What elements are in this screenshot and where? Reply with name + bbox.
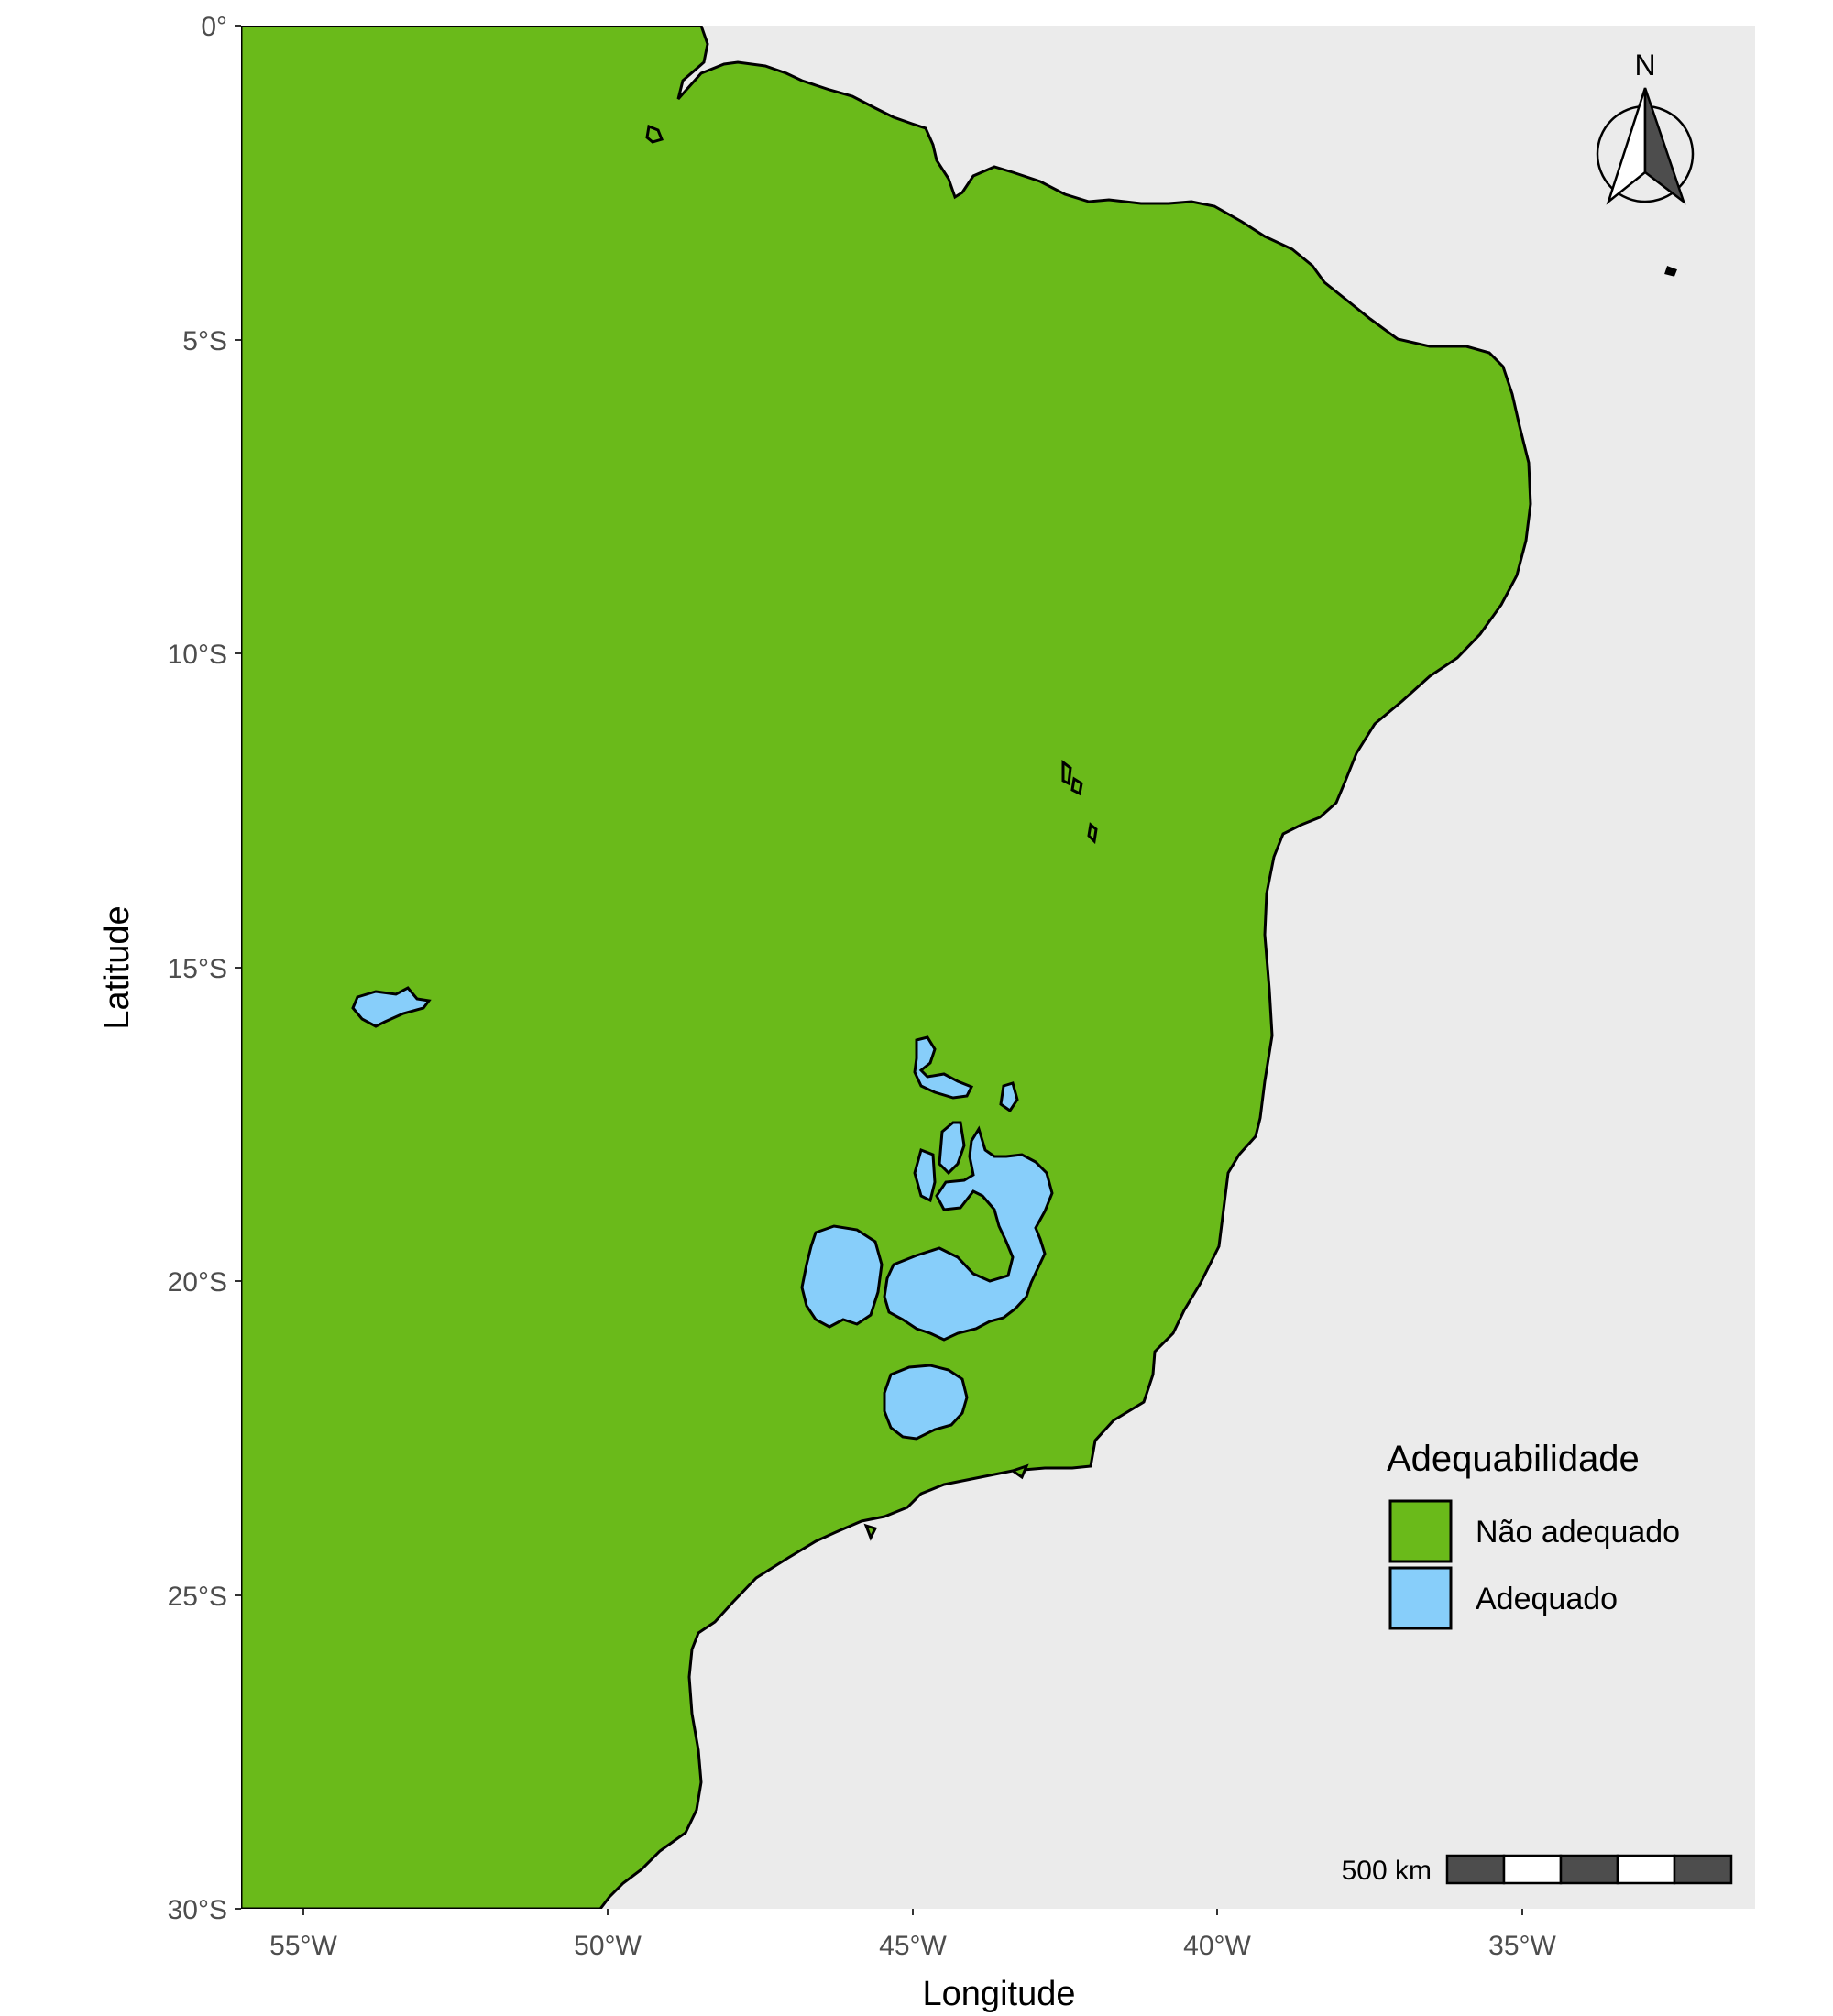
y-tick-label: 30°S: [168, 1895, 227, 1925]
suitable-area-central: [883, 1125, 1054, 1342]
suitable-area-left-lobe: [800, 1224, 884, 1329]
y-tick-label: 20°S: [168, 1267, 227, 1298]
island-south-a: [863, 1523, 878, 1541]
legend-swatch-suitable: [1388, 1566, 1453, 1630]
legend-title: Adequabilidade: [1387, 1439, 1640, 1479]
island-marajo: [645, 124, 664, 144]
y-tick-label: 0°: [201, 12, 227, 42]
scale-bar-segment: [1673, 1854, 1733, 1885]
x-tick-label: 50°W: [574, 1931, 642, 1961]
scale-bar-segment: [1616, 1854, 1676, 1885]
island-offshore: [1664, 266, 1677, 277]
x-axis-title: Longitude: [923, 1975, 1076, 2013]
y-tick-label: 10°S: [168, 640, 227, 670]
legend-label-suitable: Adequado: [1476, 1582, 1618, 1616]
x-tick-label: 55°W: [269, 1931, 337, 1961]
legend-swatch-unsuitable: [1388, 1499, 1453, 1563]
y-tick-label: 25°S: [168, 1582, 227, 1612]
brazil-landmass: [241, 26, 1532, 1909]
y-axis-ticks: [235, 25, 241, 1910]
y-tick-label: 15°S: [168, 954, 227, 984]
scale-bar-segment: [1502, 1854, 1563, 1885]
scale-bar-label: 500 km: [1342, 1856, 1432, 1886]
legend: Adequabilidade Não adequado Adequado: [1387, 1439, 1680, 1630]
x-tick-label: 35°W: [1488, 1931, 1556, 1961]
north-arrow: N: [1596, 49, 1695, 205]
island-coast-b: [1070, 776, 1083, 796]
suitable-area-south: [883, 1364, 969, 1441]
scale-bar: 500 km: [1342, 1854, 1733, 1886]
suitable-area-west: [351, 986, 432, 1028]
x-axis-ticks: [302, 1909, 1523, 1915]
island-coast-a: [1061, 760, 1072, 786]
north-arrow-right-half-icon: [1643, 87, 1686, 205]
y-tick-label: 5°S: [182, 326, 227, 356]
island-coast-c: [1087, 822, 1098, 845]
island-south-b: [1009, 1463, 1029, 1480]
suitable-area-strip-b: [913, 1148, 937, 1203]
scale-bar-segment: [1559, 1854, 1619, 1885]
suitable-area-small-north: [999, 1081, 1019, 1113]
x-tick-label: 45°W: [879, 1931, 947, 1961]
y-axis-title: Latitude: [98, 905, 137, 1029]
x-tick-label: 40°W: [1183, 1931, 1251, 1961]
scale-bar-segment: [1445, 1854, 1506, 1885]
legend-label-unsuitable: Não adequado: [1476, 1515, 1680, 1550]
suitable-area-strip-a: [938, 1121, 966, 1176]
suitable-area-north-patch: [913, 1035, 974, 1100]
north-arrow-label: N: [1634, 49, 1655, 82]
